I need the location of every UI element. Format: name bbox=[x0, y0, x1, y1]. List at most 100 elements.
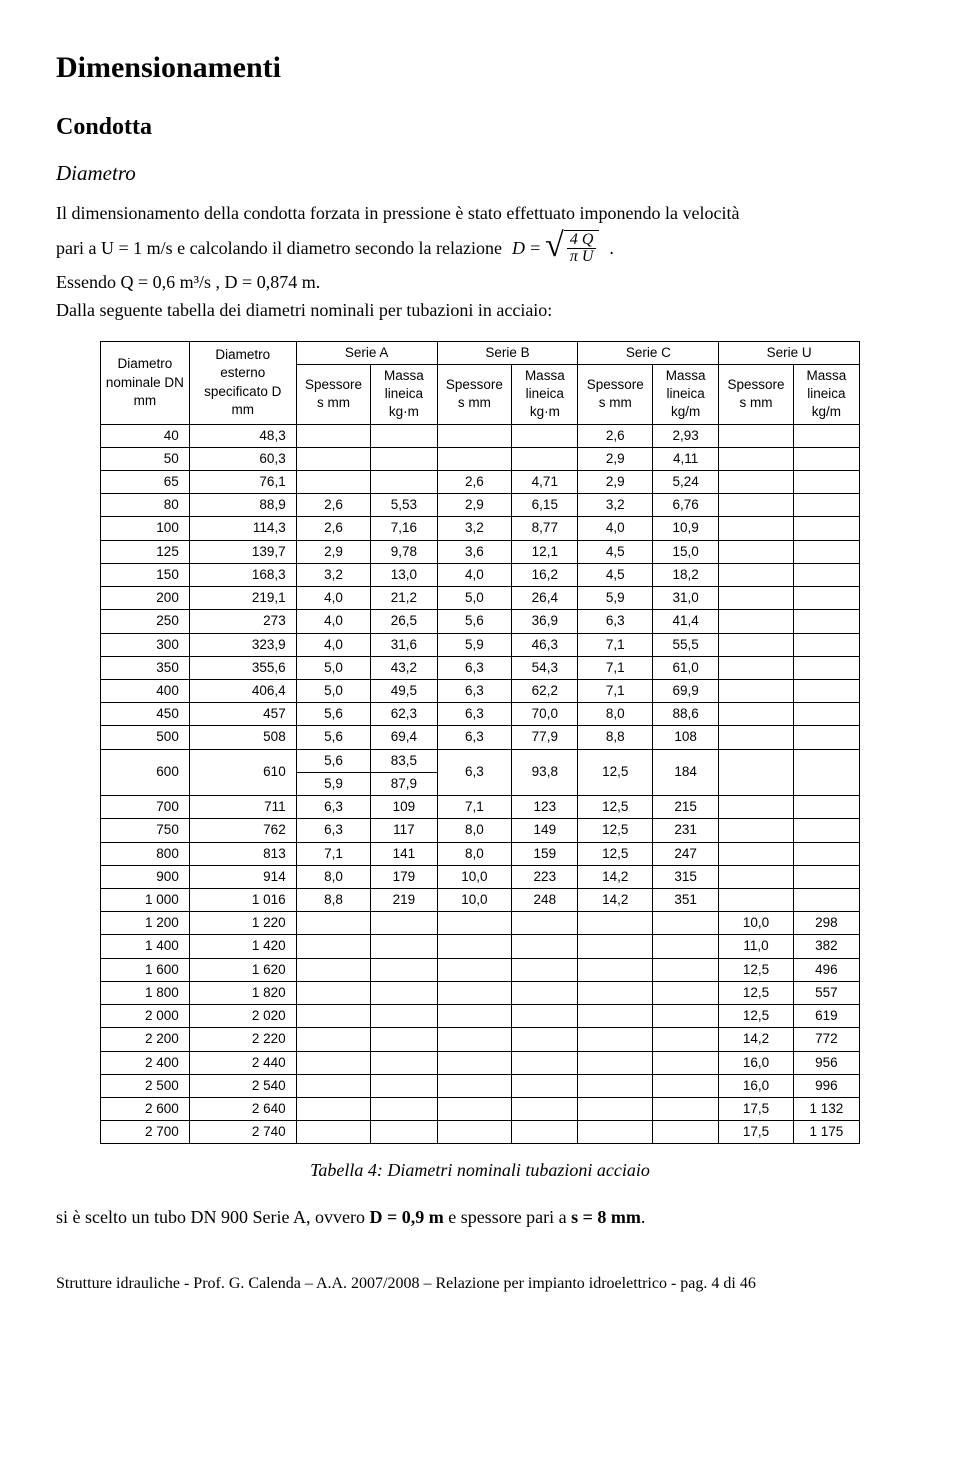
table-cell bbox=[578, 935, 653, 958]
table-row: 5060,32,94,11 bbox=[101, 447, 860, 470]
table-cell bbox=[719, 494, 794, 517]
table-cell: 4,5 bbox=[578, 540, 653, 563]
th-c-massa: Massa lineica kg/m bbox=[653, 364, 719, 424]
table-cell bbox=[793, 587, 859, 610]
table-cell: 5,0 bbox=[296, 656, 371, 679]
table-cell bbox=[512, 424, 578, 447]
conclusion-bold-d: D = 0,9 m bbox=[369, 1207, 443, 1227]
table-cell: 7,1 bbox=[296, 842, 371, 865]
pipe-diameters-table: Diametro nominale DN mm Diametro esterno… bbox=[100, 341, 860, 1145]
table-cell: 16,2 bbox=[512, 563, 578, 586]
table-cell: 996 bbox=[793, 1074, 859, 1097]
table-cell: 87,9 bbox=[371, 772, 437, 795]
table-container: Diametro nominale DN mm Diametro esterno… bbox=[100, 341, 860, 1145]
table-cell bbox=[793, 703, 859, 726]
th-serie-u: Serie U bbox=[719, 341, 860, 364]
table-cell bbox=[512, 912, 578, 935]
table-cell bbox=[512, 1005, 578, 1028]
table-row: 400406,45,049,56,362,27,169,9 bbox=[101, 680, 860, 703]
table-cell: 2 500 bbox=[101, 1074, 190, 1097]
table-cell bbox=[296, 1028, 371, 1051]
table-cell: 17,5 bbox=[719, 1121, 794, 1144]
table-cell bbox=[296, 471, 371, 494]
table-cell: 4,5 bbox=[578, 563, 653, 586]
table-cell: 7,1 bbox=[578, 680, 653, 703]
table-cell bbox=[653, 958, 719, 981]
table-cell: 2 700 bbox=[101, 1121, 190, 1144]
table-cell: 4,11 bbox=[653, 447, 719, 470]
table-row: 7507626,31178,014912,5231 bbox=[101, 819, 860, 842]
table-cell: 762 bbox=[189, 819, 296, 842]
paragraph-intro-1: Il dimensionamento della condotta forzat… bbox=[56, 201, 904, 225]
table-cell bbox=[512, 1074, 578, 1097]
table-cell bbox=[653, 1051, 719, 1074]
heading-dimensionamenti: Dimensionamenti bbox=[56, 48, 904, 89]
table-row: 1 4001 42011,0382 bbox=[101, 935, 860, 958]
table-cell: 50 bbox=[101, 447, 190, 470]
formula-denominator: π U bbox=[567, 249, 597, 266]
table-cell: 508 bbox=[189, 726, 296, 749]
table-row: 2 0002 02012,5619 bbox=[101, 1005, 860, 1028]
table-cell bbox=[719, 424, 794, 447]
table-cell: 350 bbox=[101, 656, 190, 679]
table-cell bbox=[437, 912, 512, 935]
table-cell bbox=[719, 517, 794, 540]
table-cell bbox=[512, 1097, 578, 1120]
table-cell: 7,1 bbox=[578, 656, 653, 679]
table-cell: 231 bbox=[653, 819, 719, 842]
table-cell: 2,9 bbox=[296, 540, 371, 563]
table-cell bbox=[371, 447, 437, 470]
table-cell: 80 bbox=[101, 494, 190, 517]
table-cell bbox=[437, 447, 512, 470]
table-cell bbox=[719, 819, 794, 842]
table-cell: 7,1 bbox=[578, 633, 653, 656]
table-cell bbox=[512, 935, 578, 958]
paragraph-intro-2-after: . bbox=[609, 236, 614, 260]
table-cell bbox=[437, 1097, 512, 1120]
table-cell: 13,0 bbox=[371, 563, 437, 586]
table-cell bbox=[719, 447, 794, 470]
table-cell bbox=[512, 447, 578, 470]
table-cell bbox=[296, 1121, 371, 1144]
table-cell: 6,3 bbox=[437, 726, 512, 749]
table-cell: 15,0 bbox=[653, 540, 719, 563]
table-cell: 351 bbox=[653, 888, 719, 911]
table-cell: 4,0 bbox=[437, 563, 512, 586]
table-row: 4048,32,62,93 bbox=[101, 424, 860, 447]
table-cell: 5,0 bbox=[296, 680, 371, 703]
table-row: 125139,72,99,783,612,14,515,0 bbox=[101, 540, 860, 563]
table-cell: 3,6 bbox=[437, 540, 512, 563]
table-cell: 5,6 bbox=[437, 610, 512, 633]
table-cell: 93,8 bbox=[512, 749, 578, 795]
table-cell: 219,1 bbox=[189, 587, 296, 610]
table-cell: 355,6 bbox=[189, 656, 296, 679]
table-cell: 5,0 bbox=[437, 587, 512, 610]
table-cell bbox=[371, 1051, 437, 1074]
table-cell: 2,6 bbox=[296, 494, 371, 517]
table-cell: 61,0 bbox=[653, 656, 719, 679]
table-cell bbox=[296, 447, 371, 470]
table-cell bbox=[296, 1097, 371, 1120]
table-cell: 14,2 bbox=[719, 1028, 794, 1051]
table-cell: 12,5 bbox=[578, 796, 653, 819]
table-cell: 8,0 bbox=[296, 865, 371, 888]
table-cell bbox=[437, 1051, 512, 1074]
table-cell bbox=[653, 912, 719, 935]
table-cell: 248 bbox=[512, 888, 578, 911]
table-cell bbox=[719, 540, 794, 563]
table-cell bbox=[793, 656, 859, 679]
table-cell bbox=[793, 726, 859, 749]
table-cell: 400 bbox=[101, 680, 190, 703]
table-cell bbox=[793, 865, 859, 888]
table-row: 1 8001 82012,5557 bbox=[101, 981, 860, 1004]
table-cell: 62,3 bbox=[371, 703, 437, 726]
table-cell: 184 bbox=[653, 749, 719, 795]
table-row: 2 2002 22014,2772 bbox=[101, 1028, 860, 1051]
table-row: 2 6002 64017,51 132 bbox=[101, 1097, 860, 1120]
formula-eq: = bbox=[529, 236, 541, 260]
table-cell bbox=[793, 471, 859, 494]
table-cell bbox=[793, 610, 859, 633]
table-caption: Tabella 4: Diametri nominali tubazioni a… bbox=[56, 1158, 904, 1182]
table-cell: 2 600 bbox=[101, 1097, 190, 1120]
table-cell: 125 bbox=[101, 540, 190, 563]
